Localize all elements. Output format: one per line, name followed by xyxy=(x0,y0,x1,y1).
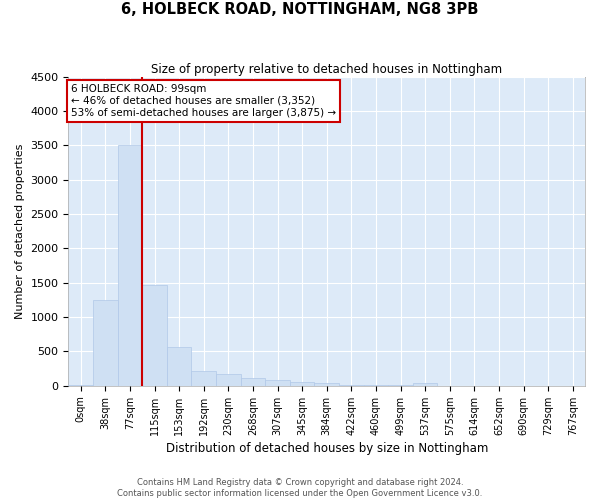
X-axis label: Distribution of detached houses by size in Nottingham: Distribution of detached houses by size … xyxy=(166,442,488,455)
Bar xyxy=(68,385,93,386)
Bar xyxy=(413,382,437,386)
Y-axis label: Number of detached properties: Number of detached properties xyxy=(15,144,25,319)
Text: 6, HOLBECK ROAD, NOTTINGHAM, NG8 3PB: 6, HOLBECK ROAD, NOTTINGHAM, NG8 3PB xyxy=(121,2,479,18)
Text: 6 HOLBECK ROAD: 99sqm
← 46% of detached houses are smaller (3,352)
53% of semi-d: 6 HOLBECK ROAD: 99sqm ← 46% of detached … xyxy=(71,84,336,117)
Bar xyxy=(93,300,118,386)
Title: Size of property relative to detached houses in Nottingham: Size of property relative to detached ho… xyxy=(151,62,502,76)
Bar xyxy=(314,383,339,386)
Bar xyxy=(118,146,142,386)
Text: Contains HM Land Registry data © Crown copyright and database right 2024.
Contai: Contains HM Land Registry data © Crown c… xyxy=(118,478,482,498)
Bar xyxy=(364,385,388,386)
Bar xyxy=(241,378,265,386)
Bar xyxy=(290,382,314,386)
Bar xyxy=(142,285,167,386)
Bar xyxy=(265,380,290,386)
Bar xyxy=(191,370,216,386)
Bar xyxy=(167,346,191,386)
Bar xyxy=(216,374,241,386)
Bar xyxy=(339,385,364,386)
